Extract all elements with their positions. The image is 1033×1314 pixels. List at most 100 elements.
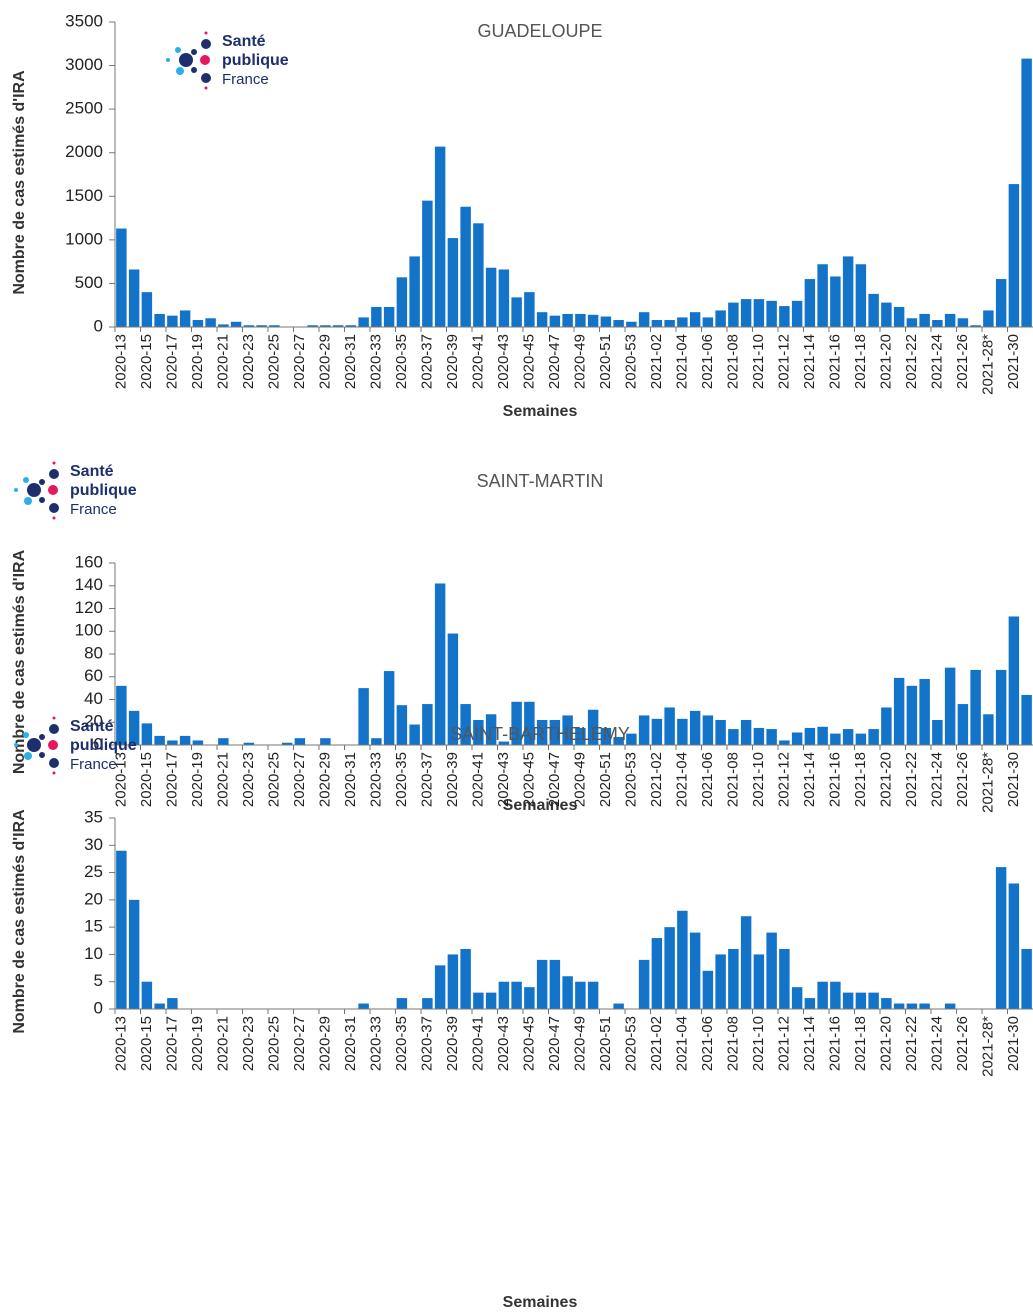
logo-dot [201, 73, 211, 83]
bar [447, 954, 459, 1009]
x-tick-label: 2020-39 [444, 1016, 461, 1071]
x-tick-label: 2020-49 [571, 334, 588, 389]
bar [906, 1003, 918, 1009]
bar [1021, 58, 1032, 327]
bar [753, 727, 765, 745]
x-tick-label: 2020-15 [138, 334, 155, 389]
bar [753, 954, 765, 1009]
x-tick-label: 2020-35 [393, 752, 410, 807]
bar [689, 710, 701, 745]
y-tick-label: 140 [75, 575, 103, 594]
y-tick-label: 10 [84, 944, 103, 963]
bar [511, 981, 522, 1009]
y-tick-label: 15 [84, 917, 103, 936]
bar [116, 850, 127, 1009]
x-tick-label: 2020-47 [546, 752, 563, 807]
bar [562, 313, 573, 327]
y-tick-label: 25 [84, 862, 103, 881]
bar [766, 300, 777, 327]
bar [269, 325, 280, 327]
bar [536, 959, 548, 1009]
bar [1008, 616, 1020, 745]
bar [434, 583, 446, 745]
bar [677, 718, 688, 745]
bar [422, 200, 433, 327]
bar [779, 948, 790, 1009]
x-tick-label: 2020-35 [393, 334, 410, 389]
x-tick-label: 2021-24 [928, 1016, 945, 1071]
bar [383, 671, 395, 745]
bar [320, 325, 331, 327]
bar [192, 320, 204, 327]
bar [422, 704, 433, 745]
bar [932, 719, 943, 745]
bar [702, 970, 714, 1009]
x-tick-label: 2020-43 [495, 1016, 512, 1071]
x-tick-label: 2020-23 [240, 752, 257, 807]
bar [651, 938, 663, 1009]
x-axis-title: Semaines [503, 1294, 578, 1311]
bar [587, 709, 599, 745]
bar [460, 948, 471, 1009]
bar [281, 742, 293, 745]
bar [332, 325, 344, 327]
bar [944, 1003, 956, 1009]
logo-dot [191, 67, 197, 73]
x-tick-label: 2021-04 [673, 752, 690, 807]
x-tick-label: 2021-12 [775, 752, 792, 807]
logo-dot [175, 47, 181, 53]
x-tick-label: 2020-45 [520, 752, 537, 807]
x-tick-label: 2020-31 [342, 752, 359, 807]
bar [944, 313, 956, 327]
x-tick-label: 2020-39 [444, 752, 461, 807]
bar [906, 318, 918, 327]
bar [766, 932, 777, 1009]
logo-text: Santé [70, 718, 114, 735]
bar [906, 685, 918, 745]
x-tick-label: 2020-17 [163, 752, 180, 807]
bar [804, 998, 816, 1009]
x-tick-label: 2020-31 [342, 1016, 359, 1071]
bar [587, 981, 599, 1009]
bar [702, 317, 714, 327]
y-tick-label: 1000 [65, 229, 103, 248]
x-tick-label: 2021-08 [724, 1016, 741, 1071]
bar [817, 726, 828, 745]
bar [498, 981, 510, 1009]
bar [830, 733, 841, 745]
bar [919, 313, 930, 327]
bar [167, 740, 178, 745]
x-tick-label: 2021-22 [903, 1016, 920, 1071]
x-tick-label: 2021-10 [750, 752, 767, 807]
x-tick-label: 2020-19 [189, 334, 206, 389]
bar [116, 685, 127, 745]
bar [893, 1003, 905, 1009]
x-tick-label: 2021-30 [1005, 1016, 1022, 1071]
bar [638, 312, 650, 327]
logo-dot [201, 39, 211, 49]
x-tick-label: 2020-25 [265, 1016, 282, 1071]
x-tick-label: 2021-02 [648, 334, 665, 389]
x-tick-label: 2021-12 [775, 334, 792, 389]
bar [587, 314, 599, 327]
bar [511, 297, 522, 327]
bar [626, 733, 637, 745]
logo-dot [49, 758, 59, 768]
x-tick-label: 2021-06 [699, 1016, 716, 1071]
bar [549, 719, 561, 745]
bar [804, 727, 816, 745]
x-tick-label: 2020-37 [418, 1016, 435, 1071]
bar [600, 316, 612, 327]
y-tick-label: 500 [75, 273, 103, 292]
bar [664, 707, 675, 745]
y-tick-label: 35 [84, 807, 103, 826]
bar [434, 146, 446, 327]
logo-text: Santé [222, 33, 266, 50]
x-tick-label: 2021-20 [877, 752, 894, 807]
x-tick-label: 2020-19 [189, 1016, 206, 1071]
x-tick-label: 2020-41 [469, 334, 486, 389]
x-tick-label: 2021-30 [1005, 334, 1022, 389]
logo-text: Santé [70, 463, 114, 480]
x-tick-label: 2021-18 [852, 752, 869, 807]
